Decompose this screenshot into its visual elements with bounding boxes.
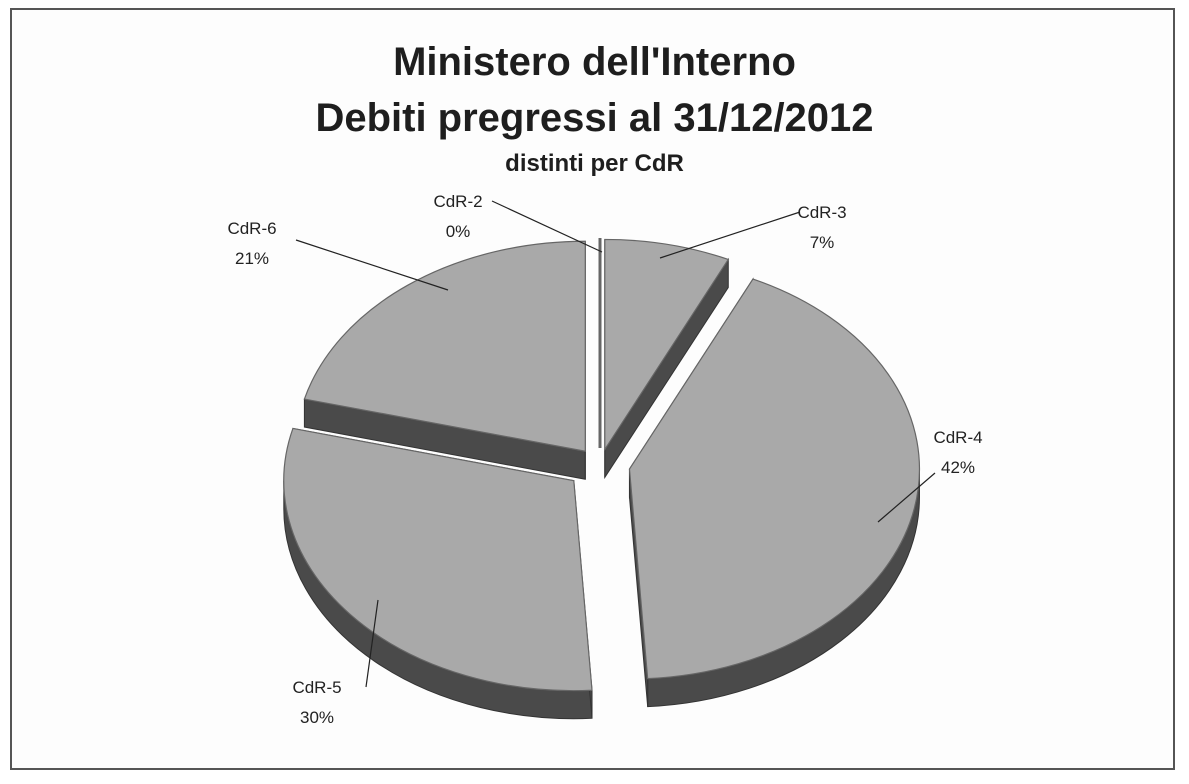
leader-cdr-5 xyxy=(365,599,379,688)
label-value-cdr-4: 42% xyxy=(941,458,975,477)
slice-cdr-6 xyxy=(303,240,586,452)
slice-cdr-4 xyxy=(628,278,921,680)
chart-title: Ministero dell'Interno xyxy=(393,40,796,84)
label-name-cdr-6: CdR-6 xyxy=(227,219,276,238)
leader-cdr-2 xyxy=(491,200,603,253)
label-value-cdr-5: 30% xyxy=(300,708,334,727)
leader-cdr-4 xyxy=(877,472,936,523)
slice-cdr-5 xyxy=(283,427,593,692)
slice-labels: CdR-2 0% CdR-3 7% CdR-4 42% CdR-5 30% CdR-6 21% xyxy=(227,192,982,727)
label-name-cdr-5: CdR-5 xyxy=(292,678,341,697)
label-value-cdr-6: 21% xyxy=(235,249,269,268)
leader-cdr-3 xyxy=(659,211,801,259)
slice-cdr-3 xyxy=(604,238,730,452)
leader-lines xyxy=(295,200,936,688)
label-name-cdr-4: CdR-4 xyxy=(933,428,982,447)
chart-frame xyxy=(10,8,1175,770)
pie-slices xyxy=(283,237,921,692)
label-name-cdr-3: CdR-3 xyxy=(797,203,846,222)
chart-subtitle-secondary: distinti per CdR xyxy=(505,150,684,177)
label-value-cdr-2: 0% xyxy=(446,222,471,241)
label-value-cdr-3: 7% xyxy=(810,233,835,252)
leader-cdr-6 xyxy=(295,239,449,291)
chart-subtitle: Debiti pregressi al 31/12/2012 xyxy=(315,96,874,140)
label-name-cdr-2: CdR-2 xyxy=(433,192,482,211)
